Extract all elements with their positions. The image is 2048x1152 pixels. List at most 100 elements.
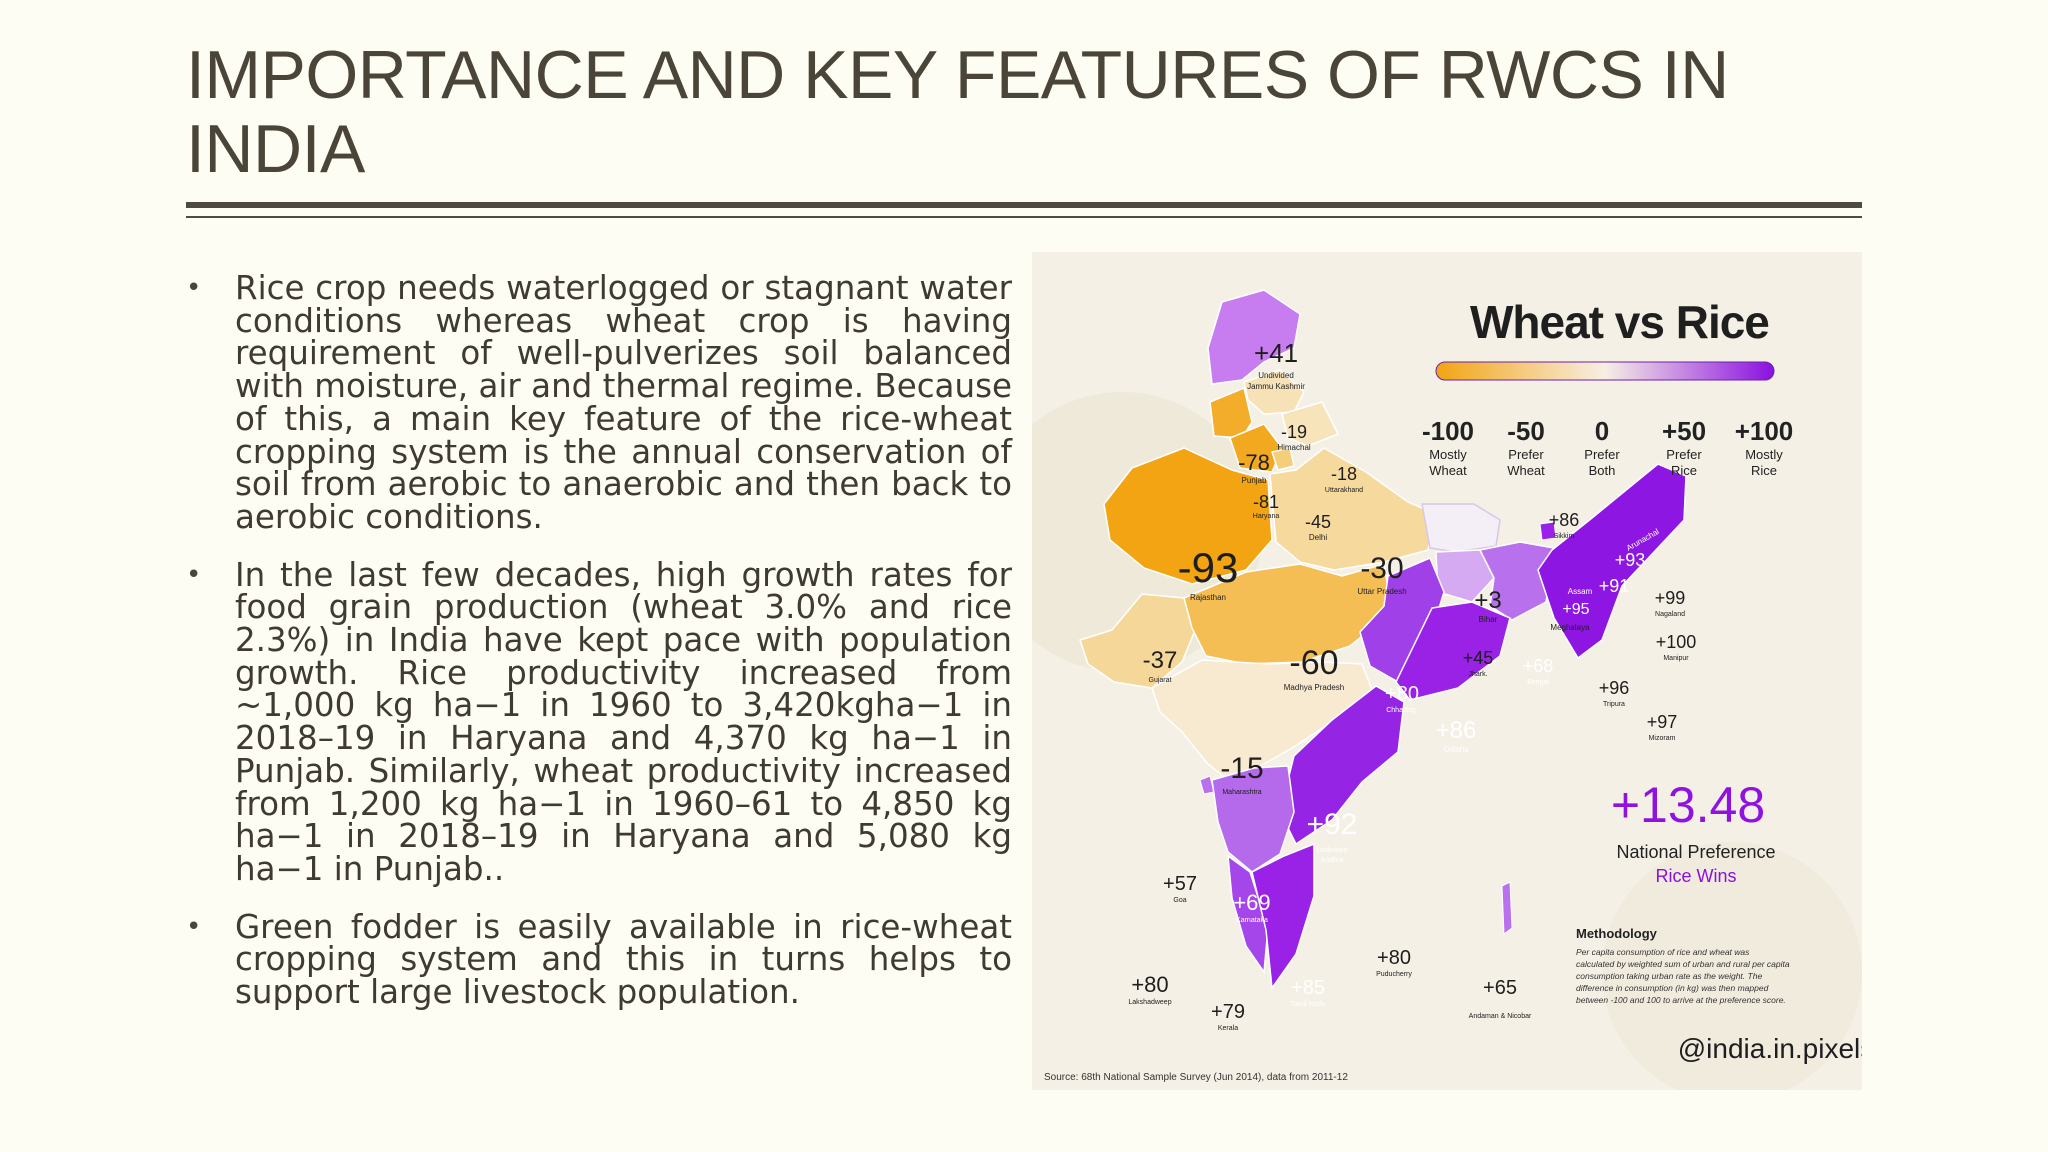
state-bihar <box>1421 503 1501 553</box>
national-value: +13.48 <box>1611 777 1765 833</box>
legend-label: Both <box>1589 463 1616 478</box>
state-name-label: Jhark. <box>1468 671 1487 678</box>
state-name-label: Andhra <box>1321 857 1344 864</box>
state-name-label: Nagaland <box>1655 611 1685 618</box>
state-name-label: Odisha <box>1443 745 1469 754</box>
state-name-label: Maharashtra <box>1222 789 1261 796</box>
state-value-label: -15 <box>1220 752 1263 785</box>
state-value-label: +79 <box>1211 1001 1245 1023</box>
handle-credit: @india.in.pixels <box>1678 1033 1862 1064</box>
source-note: Source: 68th National Sample Survey (Jun… <box>1044 1072 1348 1083</box>
state-name-label: Manipur <box>1663 655 1689 662</box>
legend-label: Prefer <box>1666 447 1702 462</box>
state-name-label: Lakshadweep <box>1128 999 1171 1006</box>
state-value-label: -60 <box>1289 644 1338 682</box>
state-value-label: +3 <box>1474 587 1501 614</box>
state-name-label: Chhattisg. <box>1386 707 1418 714</box>
state-name-label: Delhi <box>1309 533 1327 542</box>
legend-label: Mostly <box>1745 447 1783 462</box>
legend-label: Wheat <box>1507 463 1545 478</box>
bullet-icon: • <box>186 273 202 303</box>
state-value-label: +86 <box>1549 510 1580 530</box>
state-value-label: -18 <box>1331 464 1357 484</box>
state-name-label: Rajasthan <box>1190 593 1226 602</box>
methodology-line: between -100 and 100 to arrive at the pr… <box>1576 995 1786 1005</box>
state-kerala <box>1227 854 1269 975</box>
legend-value: 0 <box>1595 416 1609 446</box>
state-value-label: +96 <box>1599 678 1630 698</box>
state-value-label: +93 <box>1615 550 1646 570</box>
state-name-label: Haryana <box>1253 513 1280 520</box>
state-value-label: +68 <box>1523 656 1554 676</box>
state-value-label: +80 <box>1131 972 1168 997</box>
state-value-label: -78 <box>1238 450 1270 475</box>
state-name-label: Undivided <box>1258 371 1294 380</box>
state-punjab <box>1209 386 1253 439</box>
slide-title: IMPORTANCE AND KEY FEATURES OF RWCS IN I… <box>186 37 1729 187</box>
state-value-label: -81 <box>1253 492 1279 512</box>
state-value-label: +41 <box>1254 338 1298 368</box>
state-name-label: Gujarat <box>1149 677 1172 684</box>
state-value-label: -37 <box>1143 647 1178 674</box>
bullet-item: • Rice crop needs waterlogged or stagnant… <box>186 272 1012 534</box>
state-tamil-nadu <box>1251 842 1315 991</box>
state-value-label: +99 <box>1655 588 1686 608</box>
state-name-label: Puducherry <box>1376 971 1412 978</box>
state-name-label: Jammu Kashmir <box>1247 382 1305 391</box>
state-value-label: +65 <box>1483 977 1517 999</box>
bullet-item: • In the last few decades, high growth ra… <box>186 558 1012 886</box>
national-label: National Preference <box>1616 842 1775 862</box>
bullet-item: • Green fodder is easily available in ric… <box>186 910 1012 1009</box>
state-west-bengal <box>1478 541 1555 621</box>
legend-value: +100 <box>1735 416 1794 446</box>
state-value-label: +45 <box>1463 648 1494 668</box>
state-name-label: Sikkim <box>1554 533 1575 540</box>
state-maharashtra <box>1151 659 1373 781</box>
map-svg: Wheat vs Rice -100 Mostly Wheat -50 Pref… <box>1032 252 1862 1090</box>
state-name-label: Bihar <box>1479 615 1498 624</box>
state-value-label: +97 <box>1647 712 1678 732</box>
state-gujarat <box>1079 593 1197 689</box>
state-value-label: +91 <box>1599 576 1630 596</box>
wheat-vs-rice-map-image: Wheat vs Rice -100 Mostly Wheat -50 Pref… <box>1032 252 1862 1090</box>
methodology-title: Methodology <box>1576 926 1658 941</box>
state-value-label: -45 <box>1305 512 1331 532</box>
state-jammu-kashmir <box>1207 289 1301 385</box>
legend-label: Prefer <box>1508 447 1544 462</box>
legend-gradient-bar <box>1435 361 1775 381</box>
state-value-label: +95 <box>1562 601 1589 618</box>
state-karnataka <box>1211 765 1295 873</box>
state-value-label: -93 <box>1178 544 1239 591</box>
state-sikkim <box>1539 521 1557 541</box>
state-andaman <box>1501 881 1513 935</box>
state-value-label: +85 <box>1291 977 1325 999</box>
state-value-label: -30 <box>1360 552 1403 585</box>
methodology-line: calculated by weighted sum of urban and … <box>1576 959 1790 969</box>
state-value-label: +100 <box>1656 632 1697 652</box>
state-delhi <box>1271 447 1295 471</box>
state-name-label: Uttar Pradesh <box>1357 587 1406 596</box>
legend-labels: -100 Mostly Wheat -50 Prefer Wheat 0 Pre… <box>1422 416 1793 478</box>
state-name-label: Goa <box>1173 897 1186 904</box>
state-value-label: +69 <box>1233 890 1270 915</box>
state-name-label: Undivided <box>1316 847 1347 854</box>
methodology-line: consumption taking urban rate as the wei… <box>1576 971 1762 981</box>
state-name-label: Tripura <box>1603 701 1625 708</box>
state-name-label: Himachal <box>1277 443 1311 452</box>
state-name-label: Bengal <box>1527 679 1549 686</box>
state-value-label: -19 <box>1281 422 1307 442</box>
bullet-text: Rice crop needs waterlogged or stagnant … <box>235 269 1012 536</box>
state-name-label: Mizoram <box>1649 735 1676 742</box>
state-value-label: +80 <box>1377 947 1411 969</box>
state-northeast <box>1537 463 1687 660</box>
state-value-label: +57 <box>1163 873 1197 895</box>
legend-label: Rice <box>1751 463 1777 478</box>
state-labels: +41 Undivided Jammu Kashmir -19 Himachal… <box>1128 338 1696 1032</box>
title-divider-thin <box>186 216 1862 218</box>
bullet-icon: • <box>186 559 202 590</box>
state-name-label: Karnataka <box>1236 917 1268 924</box>
state-odisha <box>1395 601 1511 701</box>
background-blob <box>1602 842 1862 1090</box>
state-name-label: Uttarakhand <box>1325 487 1363 494</box>
methodology-body: Per capita consumption of rice and wheat… <box>1576 947 1790 1005</box>
